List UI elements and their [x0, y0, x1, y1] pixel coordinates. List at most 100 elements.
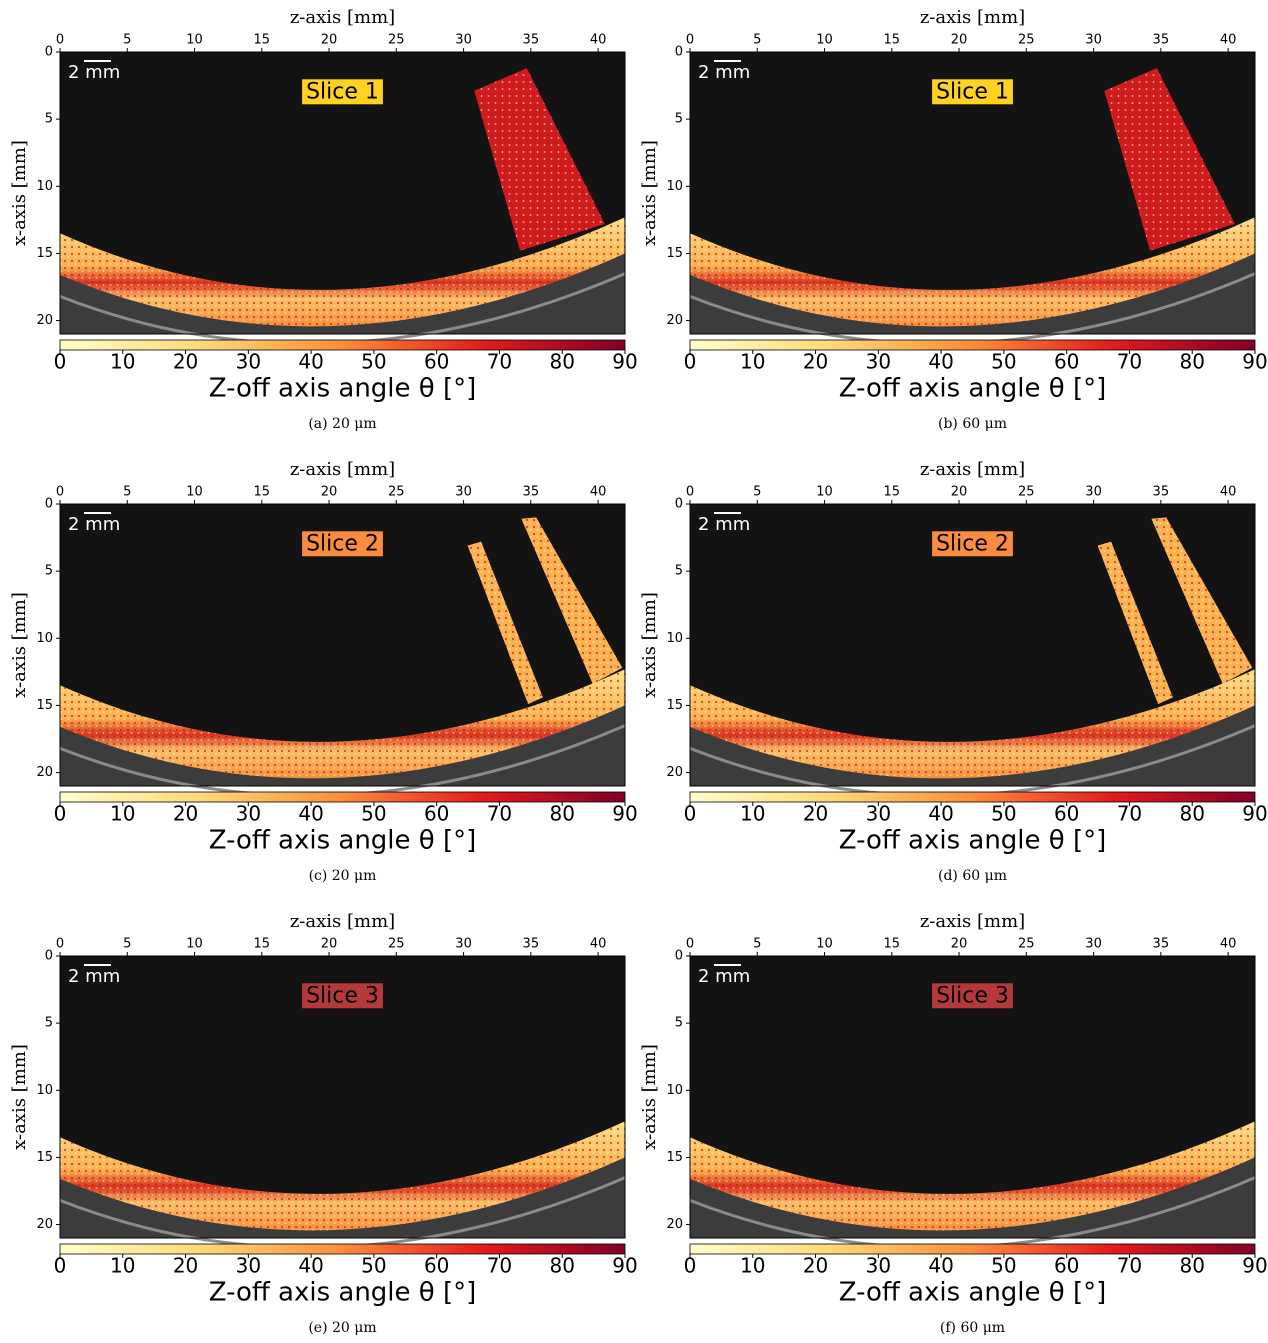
band-texture [690, 669, 1255, 779]
x-tick-label: 10 [816, 937, 833, 952]
colorbar-tick-label: 10 [740, 350, 765, 374]
colorbar-tick-label: 90 [1242, 1254, 1267, 1278]
x-tick-label: 35 [1153, 485, 1170, 500]
colorbar [689, 791, 1256, 803]
x-tick-label: 5 [123, 485, 131, 500]
colorbar-tick-label: 30 [236, 802, 261, 826]
arm-texture [474, 68, 605, 251]
x-tick-label: 30 [1085, 937, 1102, 952]
colorbar-tick-label: 0 [684, 802, 697, 826]
x-tick-label: 5 [753, 937, 761, 952]
image-frame [59, 51, 626, 335]
x-tick-label: 25 [1018, 937, 1035, 952]
colorbar-label: Z-off axis angle θ [°] [209, 1278, 477, 1308]
band-texture [690, 1121, 1255, 1231]
x-tick-label: 30 [455, 937, 472, 952]
x-tick-label: 5 [123, 937, 131, 952]
colorbar-tick-label: 0 [54, 802, 67, 826]
y-tick-label: 10 [36, 179, 53, 194]
y-tick-label: 5 [675, 112, 683, 127]
y-tick-label: 5 [45, 564, 53, 579]
colorbar-tick-label: 90 [1242, 802, 1267, 826]
caption: (d) 60 μm [938, 868, 1007, 884]
colorbar-label: Z-off axis angle θ [°] [839, 374, 1107, 404]
colorbar-tick-label: 70 [487, 1254, 512, 1278]
x-tick-label: 40 [590, 33, 607, 48]
y-tick-label: 15 [666, 698, 683, 713]
x-tick-label: 35 [1153, 33, 1170, 48]
colorbar-tick-label: 60 [424, 1254, 449, 1278]
x-tick-label: 15 [254, 33, 271, 48]
x-tick-label: 20 [951, 937, 968, 952]
colorbar-tick-label: 40 [298, 1254, 323, 1278]
colorbar-tick-label: 40 [298, 350, 323, 374]
caption: (b) 60 μm [938, 416, 1007, 432]
arm-texture [1151, 517, 1253, 684]
arm-texture [467, 541, 543, 705]
x-tick-label: 40 [1220, 937, 1237, 952]
x-tick-label: 30 [455, 33, 472, 48]
band-texture [60, 217, 625, 327]
slice-label-box [932, 531, 1013, 557]
colorbar-tick-label: 80 [549, 802, 574, 826]
colorbar-tick-label: 60 [424, 802, 449, 826]
x-tick-label: 20 [321, 33, 338, 48]
y-tick-label: 20 [36, 313, 53, 328]
x-tick-label: 30 [455, 485, 472, 500]
x-tick-label: 0 [686, 33, 694, 48]
slice-label: Slice 3 [306, 983, 379, 1008]
colorbar-tick-label: 0 [684, 350, 697, 374]
x-tick-label: 30 [1085, 485, 1102, 500]
y-axis-label: x-axis [mm] [639, 140, 660, 246]
scale-bar-label: 2 mm [68, 514, 120, 535]
colorbar-tick-label: 20 [173, 802, 198, 826]
colorbar-tick-label: 50 [361, 350, 386, 374]
slice-label: Slice 2 [936, 531, 1009, 556]
x-tick-label: 10 [816, 485, 833, 500]
x-tick-label: 35 [523, 937, 540, 952]
x-tick-label: 15 [884, 33, 901, 48]
y-tick-label: 0 [675, 45, 683, 60]
y-tick-label: 15 [36, 698, 53, 713]
slice-label-box [302, 983, 383, 1009]
y-tick-label: 5 [45, 112, 53, 127]
x-tick-label: 40 [1220, 33, 1237, 48]
colorbar-tick-label: 60 [424, 350, 449, 374]
colorbar-tick-label: 70 [1117, 350, 1142, 374]
x-tick-label: 40 [590, 485, 607, 500]
x-tick-label: 30 [1085, 33, 1102, 48]
x-tick-label: 15 [884, 937, 901, 952]
colorbar-label: Z-off axis angle θ [°] [209, 826, 477, 856]
y-tick-label: 10 [36, 631, 53, 646]
scale-bar-label: 2 mm [68, 966, 120, 987]
y-tick-label: 15 [666, 1150, 683, 1165]
slice-label: Slice 1 [936, 79, 1009, 104]
x-tick-label: 15 [884, 485, 901, 500]
colorbar [59, 1243, 626, 1255]
x-tick-label: 25 [1018, 485, 1035, 500]
y-axis-label: x-axis [mm] [639, 1044, 660, 1150]
colorbar-tick-label: 30 [866, 802, 891, 826]
x-tick-label: 10 [186, 33, 203, 48]
x-tick-label: 25 [388, 937, 405, 952]
x-tick-label: 20 [951, 485, 968, 500]
colorbar-tick-label: 80 [1179, 350, 1204, 374]
colorbar-tick-label: 90 [612, 1254, 637, 1278]
y-tick-label: 5 [675, 1016, 683, 1031]
x-tick-label: 20 [321, 485, 338, 500]
colorbar-tick-label: 20 [173, 350, 198, 374]
x-axis-label: z-axis [mm] [290, 459, 395, 480]
x-tick-label: 25 [388, 485, 405, 500]
colorbar-tick-label: 80 [1179, 802, 1204, 826]
x-tick-label: 0 [686, 937, 694, 952]
y-tick-label: 20 [666, 313, 683, 328]
colorbar-tick-label: 10 [110, 1254, 135, 1278]
arm-texture [1097, 541, 1173, 705]
colorbar-tick-label: 30 [236, 1254, 261, 1278]
x-tick-label: 15 [254, 485, 271, 500]
y-tick-label: 5 [45, 1016, 53, 1031]
x-tick-label: 10 [186, 485, 203, 500]
slice-label: Slice 3 [936, 983, 1009, 1008]
colorbar-tick-label: 70 [1117, 1254, 1142, 1278]
